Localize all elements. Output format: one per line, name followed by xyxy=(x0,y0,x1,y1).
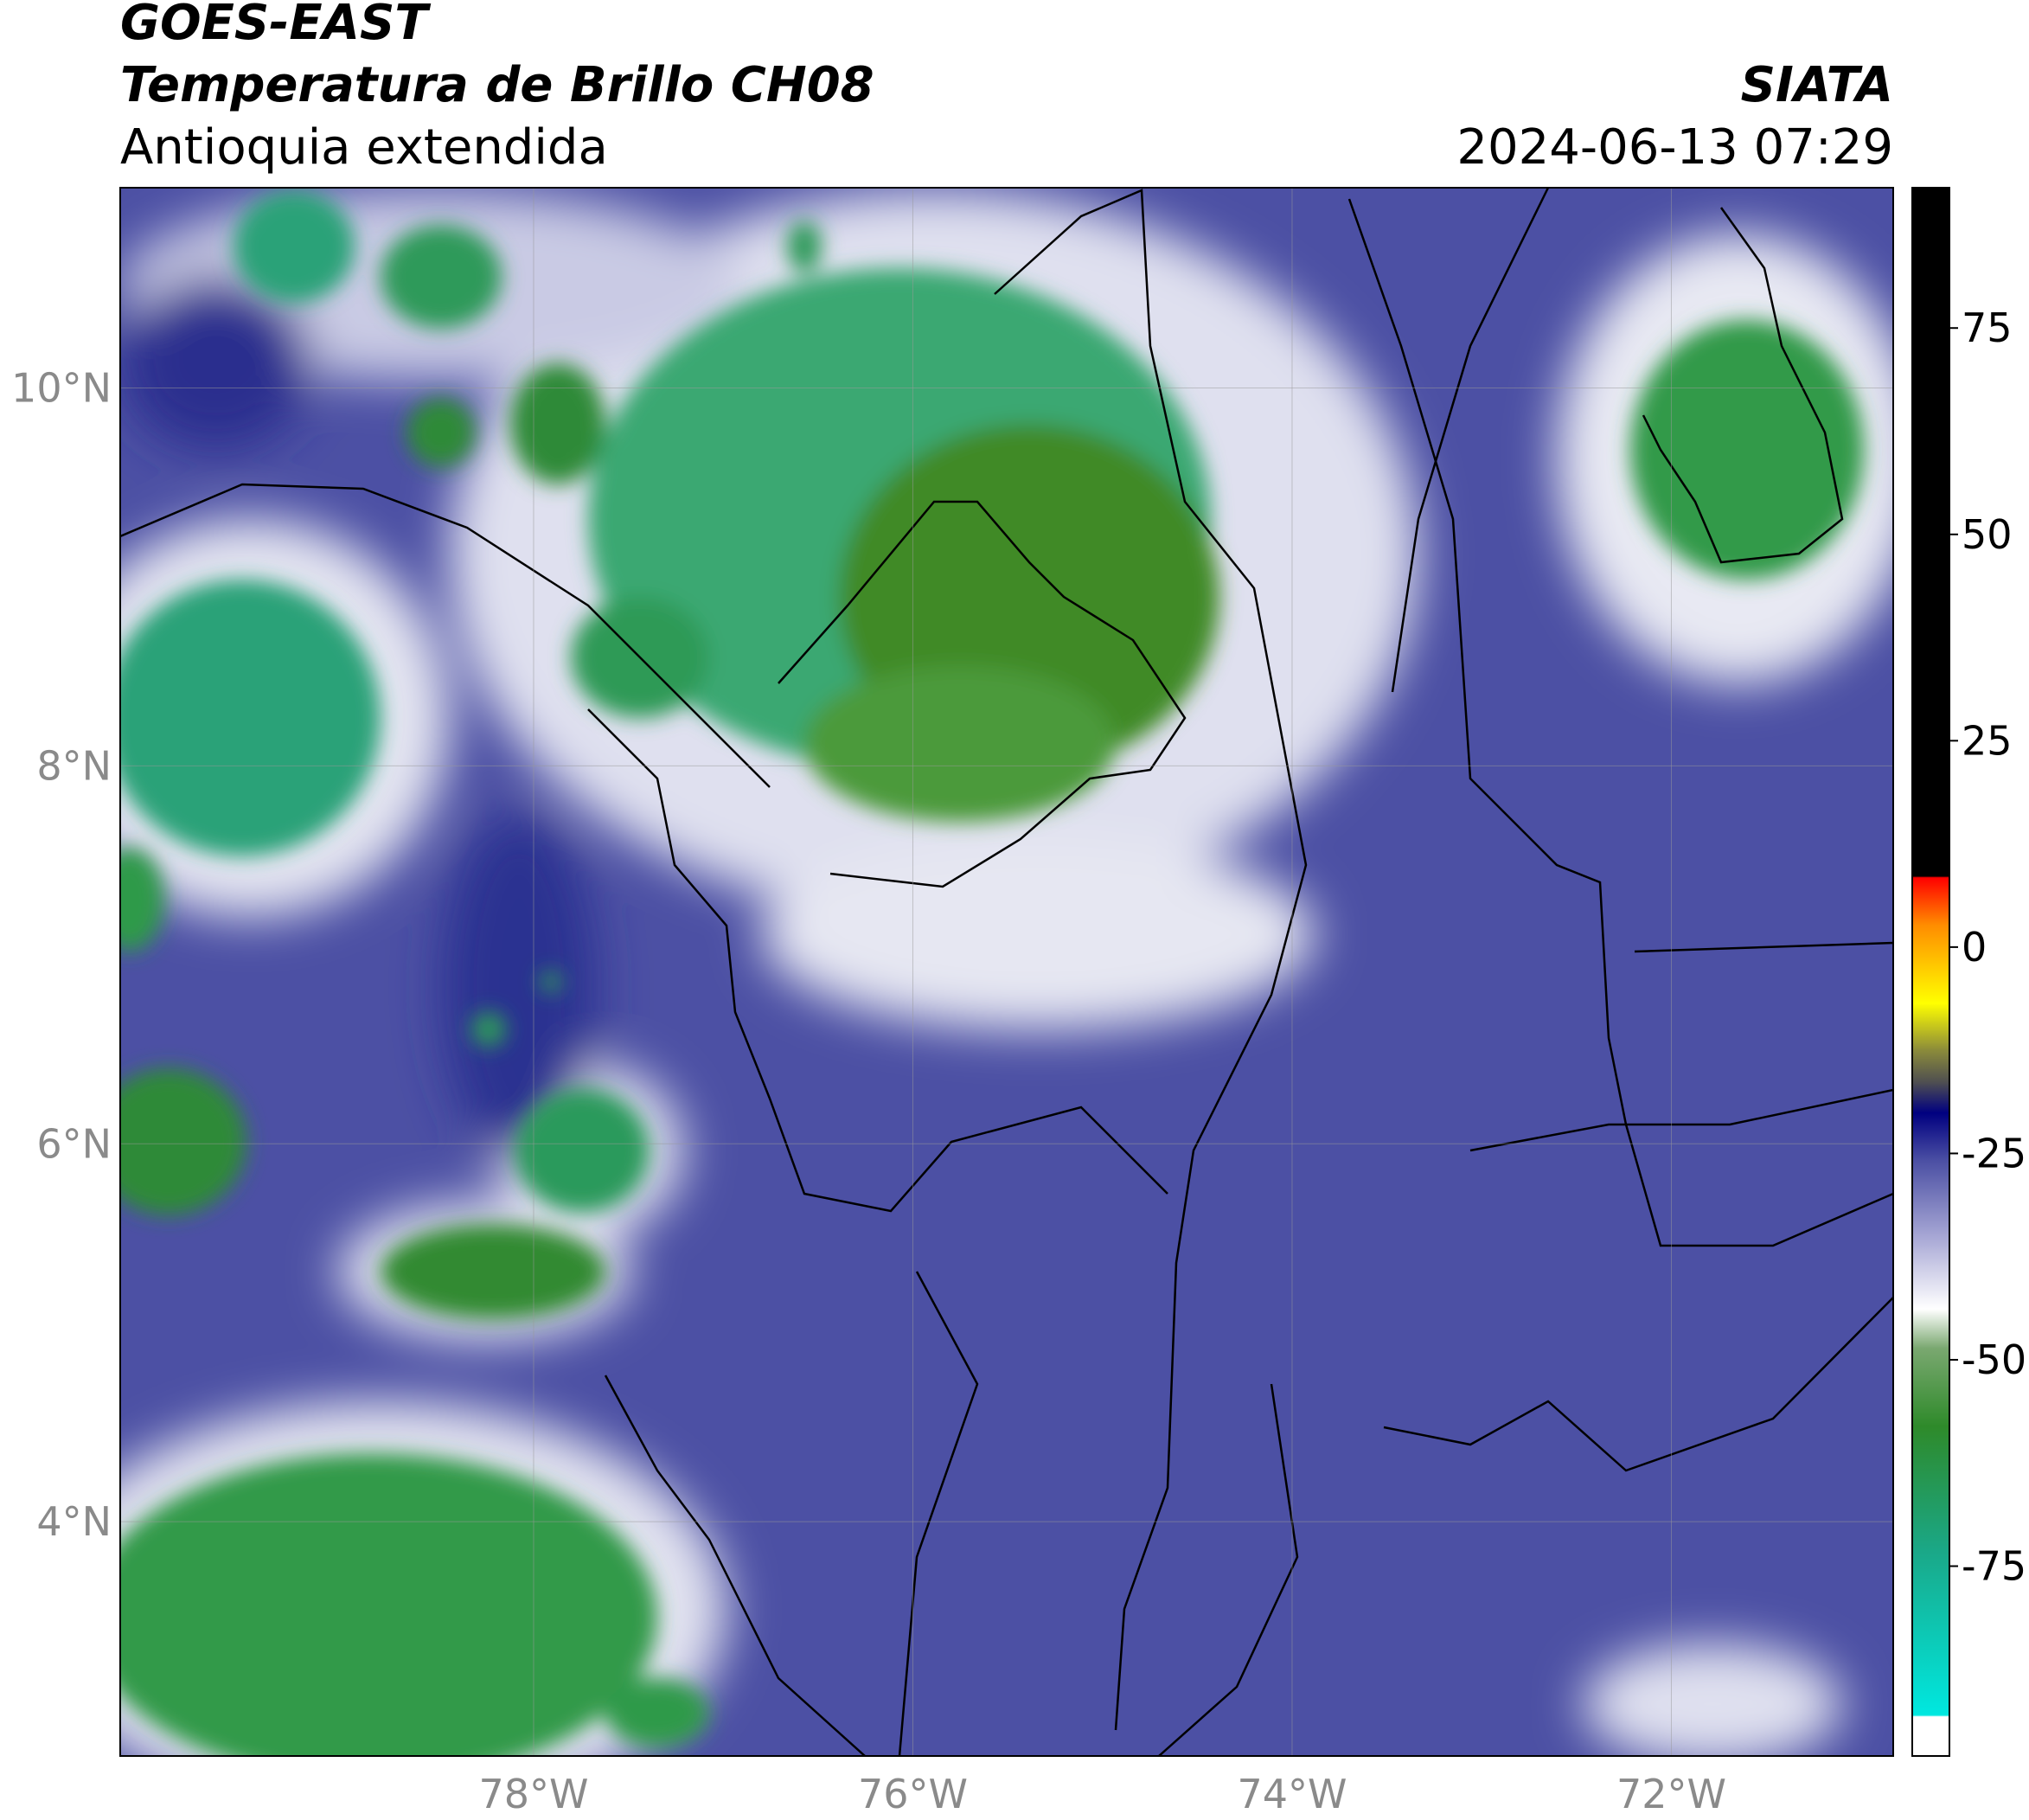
colorbar-tick-label: -75 xyxy=(1962,1543,2026,1590)
subtitle: Antioquia extendida xyxy=(120,119,608,176)
source: GOES-EAST xyxy=(120,0,431,51)
y-tick-label: 10°N xyxy=(11,365,112,412)
colorbar-tick-label: 75 xyxy=(1962,304,2013,351)
map-frame xyxy=(119,187,1894,1757)
grid xyxy=(120,188,1893,1756)
y-tick-label: 6°N xyxy=(36,1120,112,1167)
x-tick-label: 78°W xyxy=(478,1771,588,1817)
x-tick-label: 72°W xyxy=(1616,1771,1726,1817)
imagery xyxy=(120,188,1893,1756)
colorbar-tick-label: -25 xyxy=(1962,1130,2026,1176)
title: Temperatura de Brillo CH08 xyxy=(120,57,874,113)
y-tick-label: 8°N xyxy=(36,742,112,789)
y-tick-label: 4°N xyxy=(36,1498,112,1545)
colorbar-tick-label: 25 xyxy=(1962,717,2013,764)
organization: SIATA xyxy=(1741,57,1893,113)
colorbar xyxy=(1911,187,1950,1757)
x-tick-label: 76°W xyxy=(858,1771,968,1817)
colorbar-tick-label: -50 xyxy=(1962,1336,2026,1383)
colorbar-tick-label: 0 xyxy=(1962,924,1987,971)
x-tick-label: 74°W xyxy=(1237,1771,1347,1817)
colorbar-tick-label: 50 xyxy=(1962,511,2013,558)
datetime: 2024-06-13 07:29 xyxy=(1456,119,1893,176)
